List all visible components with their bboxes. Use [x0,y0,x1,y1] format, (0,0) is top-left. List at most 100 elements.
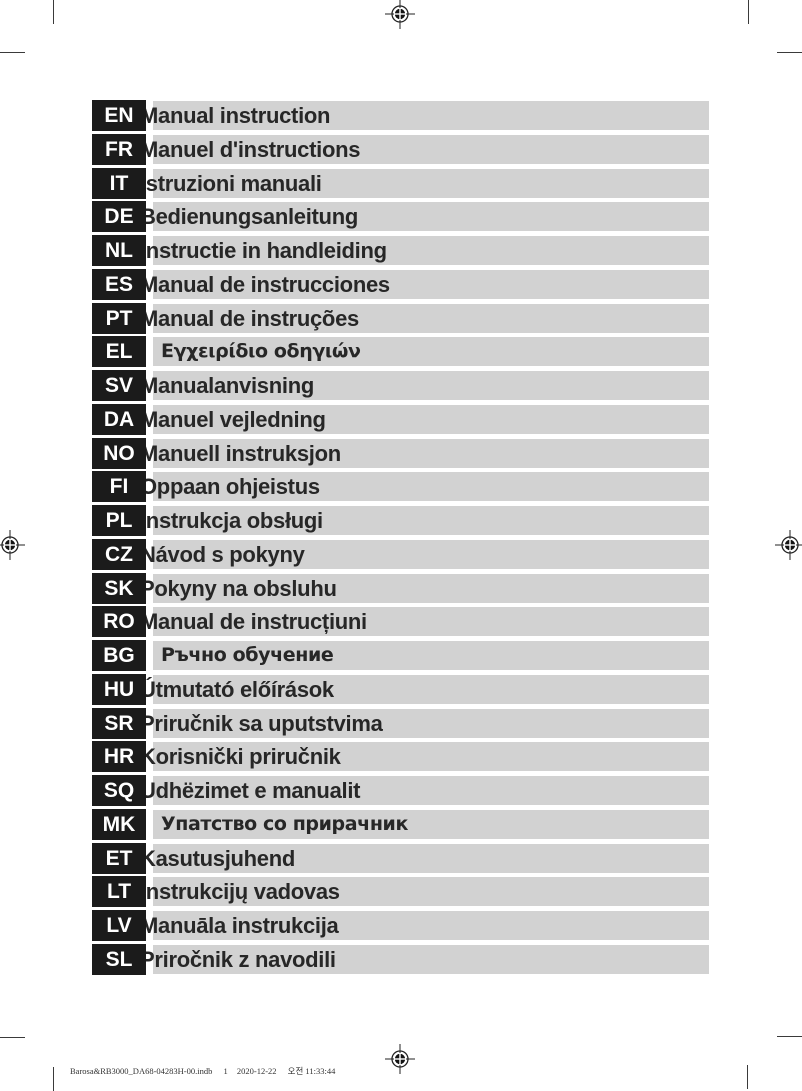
language-title-bar [153,809,709,839]
language-code-badge: ET [92,842,146,874]
language-title-bar [153,708,709,738]
language-title: Упатство со прирачник [161,812,408,835]
language-title: Priručnik sa uputstvima [140,710,383,736]
language-code-badge: FI [92,471,146,503]
language-title-bar [153,134,709,164]
language-code-badge: HU [92,673,146,705]
language-title: Oppaan ohjeistus [140,474,320,500]
language-code-badge: FR [92,133,146,165]
footer-filename: Barosa&RB3000_DA68-04283H-00.indb [70,1066,213,1076]
language-code-badge: LT [92,876,146,908]
language-row: Manual de instruções PT [0,302,802,334]
language-code-badge: SL [92,943,146,975]
language-row: Priručnik sa uputstvima SR [0,707,802,739]
language-title-bar [153,776,709,805]
language-title-bar [153,742,709,772]
registration-mark-icon [385,0,415,29]
language-title-bar [153,438,709,468]
language-row: Návod s pokyny CZ [0,538,802,570]
language-title-bar [153,843,709,873]
language-title-bar [153,101,709,130]
language-row: Manual de instrucțiuni RO [0,606,802,638]
language-title: Instrukcijų vadovas [140,879,340,905]
language-code-badge: MK [92,808,146,840]
language-title-bar [153,573,709,603]
language-code-badge: EN [92,100,146,131]
language-row: Manuell instruksjon NO [0,437,802,469]
language-title: Korisnički priručnik [140,744,341,770]
language-code-badge: PT [92,302,146,334]
language-title-bar [153,202,709,232]
language-title-bar [153,539,709,569]
language-title: Kasutusjuhend [140,845,295,871]
language-title: Manual de instruções [140,305,359,331]
language-row: Упатство со прирачник MK [0,808,802,840]
language-title-bar [153,506,709,535]
language-row: Instrukcijų vadovas LT [0,876,802,908]
crop-mark-bottom-right-v [747,1065,748,1089]
language-row: Manuāla instrukcija LV [0,910,802,941]
language-code-badge: SK [92,572,146,604]
language-title: Manuell instruksjon [140,440,341,466]
language-code-badge: NO [92,437,146,469]
language-row: Instrukcja obsługi PL [0,505,802,536]
language-code-badge: SR [92,707,146,739]
language-row: Εγχειρίδιο οδηγιών EL [0,336,802,368]
language-title: Instrukcja obsługi [140,508,323,533]
crop-mark-top-left-h [0,52,25,53]
language-title: Εγχειρίδιο οδηγιών [161,340,361,363]
language-row: Manualanvisning SV [0,370,802,401]
language-row: Manuel d'instructions FR [0,133,802,165]
language-title: Manual de instrucciones [140,271,390,297]
language-title: Návod s pokyny [140,541,305,567]
language-row: Priročnik z navodili SL [0,943,802,975]
language-title: Útmutató előírások [140,676,334,702]
language-code-badge: PL [92,505,146,536]
language-row: Udhëzimet e manualit SQ [0,775,802,806]
language-title: Pokyny na obsluhu [140,575,337,601]
language-code-badge: RO [92,606,146,638]
language-code-badge: ES [92,268,146,300]
language-title: Manualanvisning [140,373,314,398]
language-row: Korisnički priručnik HR [0,741,802,773]
language-title-bar [153,877,709,907]
crop-mark-bottom-left-v [53,1067,54,1091]
language-title: Manual de instrucțiuni [140,609,367,635]
language-list: Manual instruction EN Manuel d'instructi… [0,100,802,975]
registration-mark-icon [0,530,25,560]
language-title-bar [153,944,709,974]
crop-mark-top-right-v [748,0,749,24]
language-code-badge: NL [92,235,146,266]
language-title: Istruzioni manuali [140,170,322,196]
footer-time: 오전 11:33:44 [287,1066,336,1076]
language-row: Manual instruction EN [0,100,802,131]
language-title-bar [153,337,709,367]
language-title-bar [153,641,709,670]
language-code-badge: BG [92,640,146,671]
crop-mark-top-right-h [777,52,802,53]
language-code-badge: CZ [92,538,146,570]
language-row: Ръчно обучение BG [0,640,802,671]
language-title-bar [153,404,709,434]
language-row: Instructie in handleiding NL [0,235,802,266]
language-code-badge: LV [92,910,146,941]
language-title: Manual instruction [140,103,331,128]
language-title-bar [153,607,709,637]
print-footer: Barosa&RB3000_DA68-04283H-00.indb 1 2020… [70,1065,335,1077]
language-title-bar [153,674,709,704]
language-title-bar [153,472,709,502]
language-title: Ръчно обучение [161,644,334,666]
language-code-badge: DE [92,201,146,233]
language-title: Priročnik z navodili [140,946,336,972]
language-row: Kasutusjuhend ET [0,842,802,874]
crop-mark-bottom-right-h [777,1036,802,1037]
crop-mark-bottom-left-h [0,1037,25,1038]
language-row: Bedienungsanleitung DE [0,201,802,233]
language-code-badge: IT [92,167,146,199]
language-title: Manuel vejledning [140,406,326,432]
language-row: Pokyny na obsluhu SK [0,572,802,604]
registration-mark-icon [775,530,802,560]
language-code-badge: DA [92,403,146,435]
language-title: Manuāla instrukcija [140,913,339,938]
